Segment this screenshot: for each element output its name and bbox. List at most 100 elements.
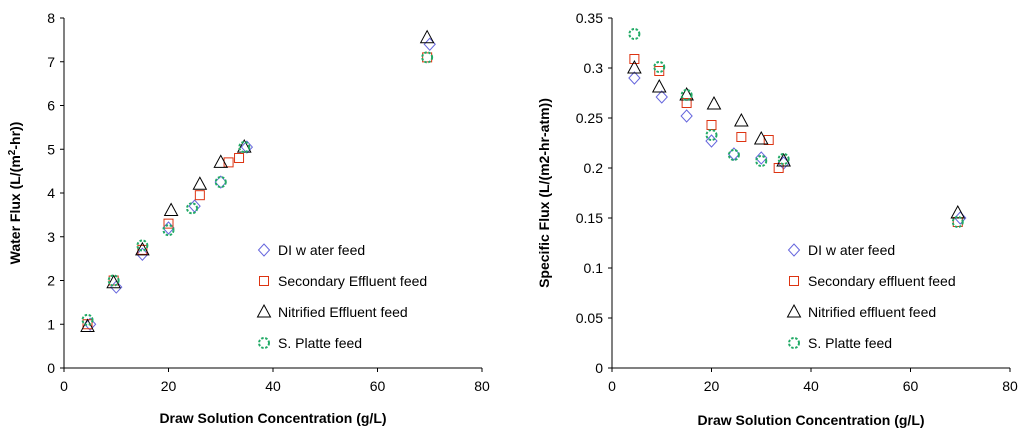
y-tick-label: 0 bbox=[47, 360, 55, 376]
data-point bbox=[240, 140, 254, 154]
x-tick-label: 80 bbox=[1002, 378, 1018, 394]
y-tick-label: 3 bbox=[47, 229, 55, 245]
x-tick-label: 20 bbox=[704, 378, 720, 394]
legend-marker bbox=[788, 337, 800, 349]
data-point bbox=[736, 132, 747, 142]
data-point bbox=[234, 153, 245, 163]
data-point bbox=[107, 274, 120, 287]
data-point bbox=[80, 318, 95, 332]
data-point bbox=[773, 163, 784, 173]
x-axis-title: Draw Solution Concentration (g/L) bbox=[697, 412, 924, 428]
data-point bbox=[755, 151, 768, 165]
data-point bbox=[705, 129, 718, 141]
series-nitrified bbox=[80, 29, 435, 332]
specific-flux-chart: 0 0.05 0.1 0.15 0.2 0.25 0.3 0.35 0 20 40 60 80 Draw … bbox=[536, 10, 1018, 428]
data-point bbox=[763, 135, 774, 145]
data-point bbox=[654, 66, 665, 76]
data-point bbox=[135, 241, 150, 256]
legend-label: DI w ater feed bbox=[808, 242, 895, 258]
data-point bbox=[776, 152, 791, 167]
legend-marker bbox=[787, 243, 801, 257]
legend-label: S. Platte feed bbox=[808, 335, 892, 351]
y-tick-label: 0.2 bbox=[584, 160, 604, 176]
y-tick-label: 8 bbox=[47, 10, 55, 26]
legend-label: S. Platte feed bbox=[278, 335, 362, 351]
data-point bbox=[655, 90, 668, 104]
data-point bbox=[628, 28, 641, 40]
data-point bbox=[706, 120, 717, 130]
y-tick-label: 0.05 bbox=[576, 310, 603, 326]
x-tick-label: 20 bbox=[161, 378, 177, 394]
x-tick-label: 60 bbox=[370, 378, 386, 394]
series-secondary bbox=[629, 54, 963, 227]
y-tick-label: 0 bbox=[595, 360, 603, 376]
data-point bbox=[421, 51, 434, 64]
x-tick-label: 80 bbox=[474, 378, 490, 394]
data-point bbox=[136, 239, 149, 252]
legend-marker bbox=[257, 243, 271, 257]
legend-marker bbox=[789, 276, 799, 286]
x-tick-label: 0 bbox=[60, 378, 68, 394]
data-point bbox=[727, 149, 740, 161]
legend-label: Secondary effluent feed bbox=[808, 273, 956, 289]
data-point bbox=[186, 202, 199, 215]
legend-marker bbox=[786, 303, 802, 318]
legend-marker bbox=[259, 276, 269, 286]
data-point bbox=[753, 130, 769, 145]
legend-label: Secondary Effluent feed bbox=[278, 273, 427, 289]
data-point bbox=[651, 78, 667, 93]
data-point bbox=[629, 54, 640, 64]
data-point bbox=[423, 37, 436, 51]
data-point bbox=[163, 202, 179, 216]
y-axis-title: Water Flux (L/(m2-hr)) bbox=[7, 122, 24, 265]
y-tick-label: 5 bbox=[47, 141, 55, 157]
legend-marker bbox=[256, 303, 272, 318]
data-point bbox=[188, 199, 201, 213]
y-tick-label: 4 bbox=[47, 185, 55, 201]
data-point bbox=[681, 98, 692, 108]
legend-label: Nitrified effluent feed bbox=[808, 304, 936, 320]
data-point bbox=[951, 216, 964, 228]
series-nitrified bbox=[627, 59, 966, 219]
data-point bbox=[162, 224, 175, 237]
data-point bbox=[194, 190, 205, 201]
y-axis-title: Specific Flux (L/(m2-hr-atm)) bbox=[536, 98, 552, 288]
y-tick-label: 6 bbox=[47, 98, 55, 114]
y-tick-label: 0.35 bbox=[576, 10, 603, 26]
data-point bbox=[106, 274, 121, 289]
data-point bbox=[628, 71, 641, 85]
data-point bbox=[213, 154, 229, 168]
data-point bbox=[653, 61, 666, 73]
data-point bbox=[777, 153, 790, 165]
y-tick-label: 7 bbox=[47, 54, 55, 70]
data-point bbox=[238, 141, 251, 154]
series-di bbox=[628, 71, 967, 225]
data-point bbox=[627, 59, 642, 74]
legend-label: DI w ater feed bbox=[278, 242, 365, 258]
y-tick-label: 0.1 bbox=[584, 260, 604, 276]
legend-label: Nitrified Effluent feed bbox=[278, 304, 408, 320]
data-point bbox=[706, 95, 722, 110]
data-point bbox=[214, 176, 227, 189]
x-axis-title: Draw Solution Concentration (g/L) bbox=[159, 410, 386, 426]
series-splatte bbox=[81, 51, 434, 326]
legend-marker bbox=[258, 337, 270, 349]
data-point bbox=[680, 89, 693, 101]
data-point bbox=[680, 109, 693, 123]
data-point bbox=[679, 86, 694, 101]
data-point bbox=[236, 139, 252, 153]
y-tick-label: 2 bbox=[47, 273, 55, 289]
x-tick-label: 0 bbox=[608, 378, 616, 394]
y-tick-label: 1 bbox=[47, 316, 55, 332]
data-point bbox=[755, 155, 768, 167]
data-point bbox=[81, 313, 94, 326]
data-point bbox=[136, 247, 149, 261]
y-tick-label: 0.15 bbox=[576, 210, 603, 226]
data-point bbox=[419, 29, 435, 44]
data-point bbox=[192, 176, 208, 190]
data-point bbox=[734, 112, 749, 127]
series-splatte bbox=[628, 28, 964, 228]
data-point bbox=[705, 134, 718, 148]
